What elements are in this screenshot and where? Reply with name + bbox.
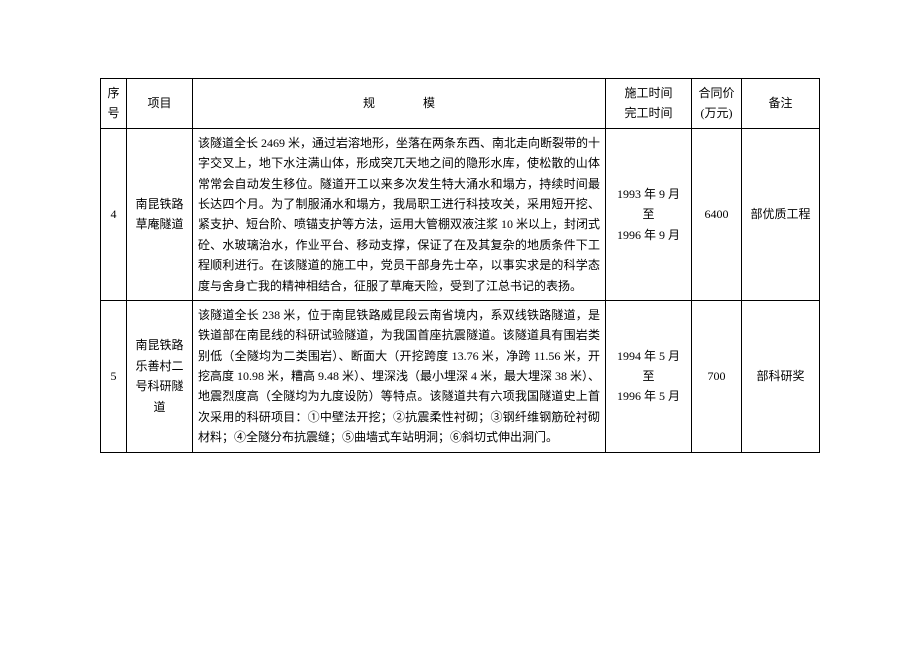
cell-scale: 该隧道全长 2469 米，通过岩溶地形，坐落在两条东西、南北走向断裂带的十字交叉… <box>193 128 606 300</box>
col-header-project: 项目 <box>127 79 193 129</box>
cell-project: 南昆铁路乐善村二号科研隧道 <box>127 300 193 452</box>
cell-scale: 该隧道全长 238 米，位于南昆铁路威昆段云南省境内，系双线铁路隧道，是铁道部在… <box>193 300 606 452</box>
page: 序号 项目 规 模 施工时间 完工时间 合同价 (万元) 备注 <box>0 0 920 651</box>
col-header-scale-b: 模 <box>423 96 435 110</box>
cell-seq: 5 <box>101 300 127 452</box>
cell-time: 1993 年 9 月至1996 年 9 月 <box>606 128 692 300</box>
cell-time: 1994 年 5 月至1996 年 5 月 <box>606 300 692 452</box>
cell-price: 6400 <box>692 128 742 300</box>
table-row: 4 南昆铁路草庵隧道 该隧道全长 2469 米，通过岩溶地形，坐落在两条东西、南… <box>101 128 820 300</box>
cell-note: 部优质工程 <box>742 128 820 300</box>
col-header-price-1: 合同价 <box>698 86 734 100</box>
col-header-time-2: 完工时间 <box>624 106 672 120</box>
col-header-price: 合同价 (万元) <box>692 79 742 129</box>
col-header-time-1: 施工时间 <box>624 86 672 100</box>
cell-project: 南昆铁路草庵隧道 <box>127 128 193 300</box>
col-header-seq: 序号 <box>101 79 127 129</box>
col-header-scale: 规 模 <box>193 79 606 129</box>
cell-note: 部科研奖 <box>742 300 820 452</box>
table-header-row: 序号 项目 规 模 施工时间 完工时间 合同价 (万元) 备注 <box>101 79 820 129</box>
table-row: 5 南昆铁路乐善村二号科研隧道 该隧道全长 238 米，位于南昆铁路威昆段云南省… <box>101 300 820 452</box>
col-header-time: 施工时间 完工时间 <box>606 79 692 129</box>
cell-seq: 4 <box>101 128 127 300</box>
col-header-price-2: (万元) <box>701 106 733 120</box>
col-header-note: 备注 <box>742 79 820 129</box>
projects-table: 序号 项目 规 模 施工时间 完工时间 合同价 (万元) 备注 <box>100 78 820 453</box>
col-header-scale-a: 规 <box>363 96 375 110</box>
cell-price: 700 <box>692 300 742 452</box>
